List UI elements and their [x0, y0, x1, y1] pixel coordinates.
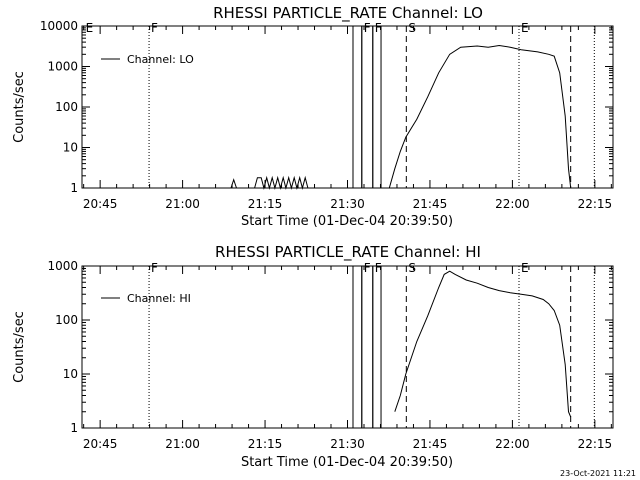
series-line [394, 270, 572, 418]
x-tick-label: 21:00 [165, 197, 200, 211]
y-tick-label: 100 [55, 313, 78, 327]
chart-title: RHESSI PARTICLE_RATE Channel: LO [213, 4, 483, 23]
flag-marker-label: E [521, 21, 529, 35]
flag-marker-label: E [521, 261, 529, 275]
x-tick-label: 22:15 [578, 197, 613, 211]
y-tick-label: 1000 [47, 60, 78, 74]
x-tick-label: 22:00 [495, 197, 530, 211]
y-axis-label: Counts/sec [12, 311, 27, 383]
chart-panel-hi: RHESSI PARTICLE_RATE Channel: HI Counts/… [12, 243, 614, 470]
flag-marker-label: F [375, 21, 382, 35]
legend: Channel: LO [101, 53, 194, 66]
y-tick-label: 10000 [40, 19, 78, 33]
x-tick-label: 21:45 [413, 437, 448, 451]
x-tick-label: 20:45 [83, 197, 118, 211]
flag-marker-label: F [151, 21, 158, 35]
x-axis-label: Start Time (01-Dec-04 20:39:50) [241, 455, 453, 470]
flag-marker-label: F [375, 261, 382, 275]
x-tick-label: 21:30 [330, 437, 365, 451]
y-tick-label: 1000 [47, 259, 78, 273]
y-tick-label: 10 [63, 367, 78, 381]
x-tick-label: 21:00 [165, 437, 200, 451]
flag-marker-label: F [151, 261, 158, 275]
generation-timestamp: 23-Oct-2021 11:21 [560, 469, 636, 478]
flag-marker-label: S [408, 261, 416, 275]
y-tick-label: 1 [70, 181, 78, 195]
chart-panel-lo: RHESSI PARTICLE_RATE Channel: LO Counts/… [12, 4, 614, 229]
chart-title: RHESSI PARTICLE_RATE Channel: HI [215, 243, 481, 262]
flag-marker-label: E [86, 21, 94, 35]
x-tick-label: 21:30 [330, 197, 365, 211]
legend-label: Channel: LO [127, 53, 194, 66]
x-axis-label: Start Time (01-Dec-04 20:39:50) [241, 214, 453, 229]
x-tick-label: 20:45 [83, 437, 118, 451]
x-tick-label: 21:15 [248, 437, 283, 451]
flag-marker-label: F [364, 21, 371, 35]
x-tick-label: 21:45 [413, 197, 448, 211]
legend-label: Channel: HI [127, 292, 191, 305]
y-tick-label: 100 [55, 100, 78, 114]
x-tick-label: 22:15 [578, 437, 613, 451]
x-tick-label: 21:15 [248, 197, 283, 211]
x-tick-label: 22:00 [495, 437, 530, 451]
y-axis-label: Counts/sec [12, 71, 27, 143]
legend: Channel: HI [101, 292, 191, 305]
y-tick-label: 10 [63, 141, 78, 155]
flag-marker-label: S [408, 21, 416, 35]
series-line [230, 44, 572, 190]
flag-marker-label: F [364, 261, 371, 275]
y-tick-label: 1 [70, 421, 78, 435]
